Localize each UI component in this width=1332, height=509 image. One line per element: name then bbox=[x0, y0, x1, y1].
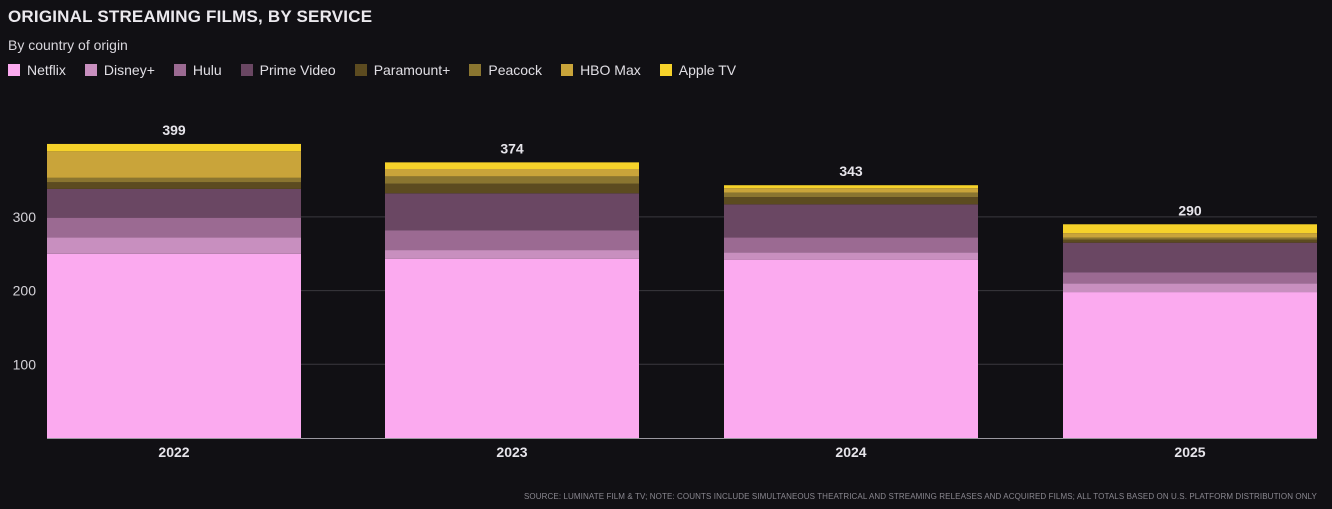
legend-item-prime-video: Prime Video bbox=[240, 62, 336, 78]
source-note: SOURCE: LUMINATE FILM & TV; NOTE: COUNTS… bbox=[524, 492, 1317, 501]
legend-swatch bbox=[8, 64, 20, 76]
bar-total-label: 343 bbox=[839, 163, 863, 179]
bar-segment-2025-apple-tv bbox=[1063, 224, 1317, 234]
legend-item-disney: Disney+ bbox=[84, 62, 155, 78]
bar-segment-2023-hbo-max bbox=[385, 168, 639, 177]
bar-segment-2024-hbo-max bbox=[724, 188, 978, 193]
bar-segment-2022-paramount bbox=[47, 182, 301, 189]
legend-label: Hulu bbox=[192, 62, 222, 78]
legend-label: Netflix bbox=[27, 62, 66, 78]
bar-segment-2022-apple-tv bbox=[47, 143, 301, 152]
x-category-label: 2025 bbox=[1174, 444, 1205, 460]
bar-segment-2025-disney bbox=[1063, 283, 1317, 293]
bar-segment-2022-peacock bbox=[47, 177, 301, 183]
x-category-label: 2024 bbox=[835, 444, 866, 460]
legend-label: Disney+ bbox=[103, 62, 155, 78]
legend-item-paramount: Paramount+ bbox=[354, 62, 451, 78]
x-category-label: 2023 bbox=[496, 444, 527, 460]
bar-segment-2022-disney bbox=[47, 237, 301, 254]
y-tick-label: 300 bbox=[13, 209, 37, 225]
bar-segment-2022-hulu bbox=[47, 217, 301, 238]
bar-segment-2022-netflix bbox=[47, 253, 301, 438]
legend-swatch bbox=[84, 64, 97, 76]
bar-total-label: 290 bbox=[1178, 202, 1202, 218]
y-tick-label: 200 bbox=[13, 283, 37, 299]
bar-segment-2023-peacock bbox=[385, 176, 639, 184]
bar-total-label: 374 bbox=[500, 140, 524, 156]
y-tick-label: 100 bbox=[13, 356, 37, 372]
bar-segment-2024-paramount bbox=[724, 197, 978, 205]
bar-segment-2025-peacock bbox=[1063, 237, 1317, 240]
legend-item-netflix: Netflix bbox=[8, 62, 66, 78]
legend-label: HBO Max bbox=[580, 62, 641, 78]
chart-title: ORIGINAL STREAMING FILMS, BY SERVICE bbox=[8, 7, 373, 26]
legend-swatch bbox=[240, 64, 253, 76]
legend-item-hbo-max: HBO Max bbox=[561, 62, 641, 78]
legend-label: Peacock bbox=[488, 62, 543, 78]
legend-item-hulu: Hulu bbox=[173, 62, 222, 78]
legend-swatch bbox=[469, 64, 482, 76]
bar-segment-2022-hbo-max bbox=[47, 151, 301, 178]
bar-segment-2023-disney bbox=[385, 250, 639, 259]
bar-segment-2023-apple-tv bbox=[385, 162, 639, 169]
bar-segment-2025-hbo-max bbox=[1063, 233, 1317, 238]
bar-segment-2023-prime-video bbox=[385, 193, 639, 231]
stacked-bar-chart: 100 200 300 399 2022 374 2023 343 2024 290 2025 bbox=[13, 122, 1317, 460]
legend-label: Apple TV bbox=[678, 62, 737, 78]
bar-segment-2024-apple-tv bbox=[724, 185, 978, 189]
legend-swatch bbox=[354, 64, 367, 76]
bar-segment-2023-netflix bbox=[385, 258, 639, 438]
bar-segment-2024-peacock bbox=[724, 192, 978, 198]
legend: Netflix Disney+ Hulu Prime Video Paramount+ P… bbox=[8, 62, 755, 78]
legend-item-apple-tv: Apple TV bbox=[659, 62, 737, 78]
bar-segment-2025-netflix bbox=[1063, 292, 1317, 438]
legend-item-peacock: Peacock bbox=[469, 62, 542, 78]
bar-segment-2024-netflix bbox=[724, 259, 978, 438]
bar-segment-2024-hulu bbox=[724, 237, 978, 253]
legend-label: Prime Video bbox=[259, 62, 336, 78]
bar-segment-2022-prime-video bbox=[47, 188, 301, 218]
bar-segment-2023-hulu bbox=[385, 230, 639, 251]
bar-segment-2025-prime-video bbox=[1063, 242, 1317, 273]
bar-segment-2024-prime-video bbox=[724, 204, 978, 238]
x-category-label: 2022 bbox=[158, 444, 189, 460]
bar-segment-2025-hulu bbox=[1063, 272, 1317, 284]
bar-segment-2025-paramount bbox=[1063, 239, 1317, 243]
legend-swatch bbox=[173, 64, 186, 76]
chart-subtitle: By country of origin bbox=[8, 37, 128, 53]
legend-swatch bbox=[659, 64, 672, 76]
bar-segment-2024-disney bbox=[724, 252, 978, 260]
legend-label: Paramount+ bbox=[373, 62, 451, 78]
bar-total-label: 399 bbox=[162, 122, 186, 138]
bar-segment-2023-paramount bbox=[385, 183, 639, 194]
legend-swatch bbox=[561, 64, 574, 76]
